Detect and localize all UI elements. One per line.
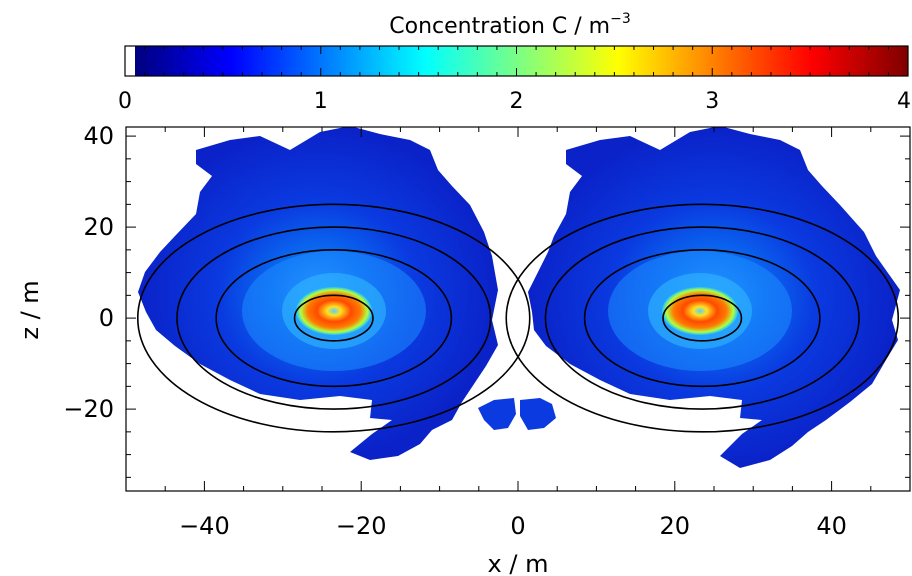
colorbar-title: Concentration C / m−3 [389, 11, 630, 39]
y-tick-label: 20 [83, 213, 114, 241]
y-tick-label: 40 [83, 122, 114, 150]
y-tick-label: −20 [63, 395, 114, 423]
core-right [662, 287, 738, 335]
plot-area [136, 127, 900, 468]
colorbar-title-superscript: −3 [610, 11, 631, 27]
x-tick-label: 40 [816, 512, 847, 540]
colorbar-tick-label: 0 [118, 89, 132, 114]
x-tick-label: −40 [179, 512, 230, 540]
colorbar-tick-label: 2 [510, 89, 524, 114]
x-tick-label: 20 [660, 512, 691, 540]
x-axis-ticks: −40 −20 0 20 40 [125, 127, 911, 540]
colorbar [135, 46, 908, 76]
contour-ellipse [176, 226, 492, 410]
contour-ellipse [136, 203, 531, 433]
island-left [478, 398, 516, 430]
x-tick-label: −20 [336, 512, 387, 540]
core-left [296, 287, 372, 335]
y-tick-label: 0 [99, 304, 114, 332]
contour-ellipse [293, 294, 374, 342]
contour-ellipse [583, 249, 821, 388]
island-right [520, 398, 556, 430]
contour-ellipse [505, 203, 900, 433]
contour-ellipse [662, 294, 743, 342]
colorbar-ticks: 0 1 2 3 4 [118, 46, 911, 114]
contour-ellipse [215, 249, 453, 388]
colorbar-tick-label: 3 [705, 89, 719, 114]
contour-ellipses [136, 203, 900, 433]
x-axis-label: x / m [488, 550, 549, 576]
y-axis-ticks: −20 0 20 40 [63, 122, 910, 478]
x-tick-label: 0 [510, 512, 525, 540]
y-axis-label: z / m [16, 280, 44, 339]
colorbar-tick-label: 1 [314, 89, 328, 114]
colorbar-zero-cell [125, 46, 135, 76]
contour-ellipse [544, 226, 860, 410]
colorbar-tick-label: 4 [897, 89, 911, 114]
